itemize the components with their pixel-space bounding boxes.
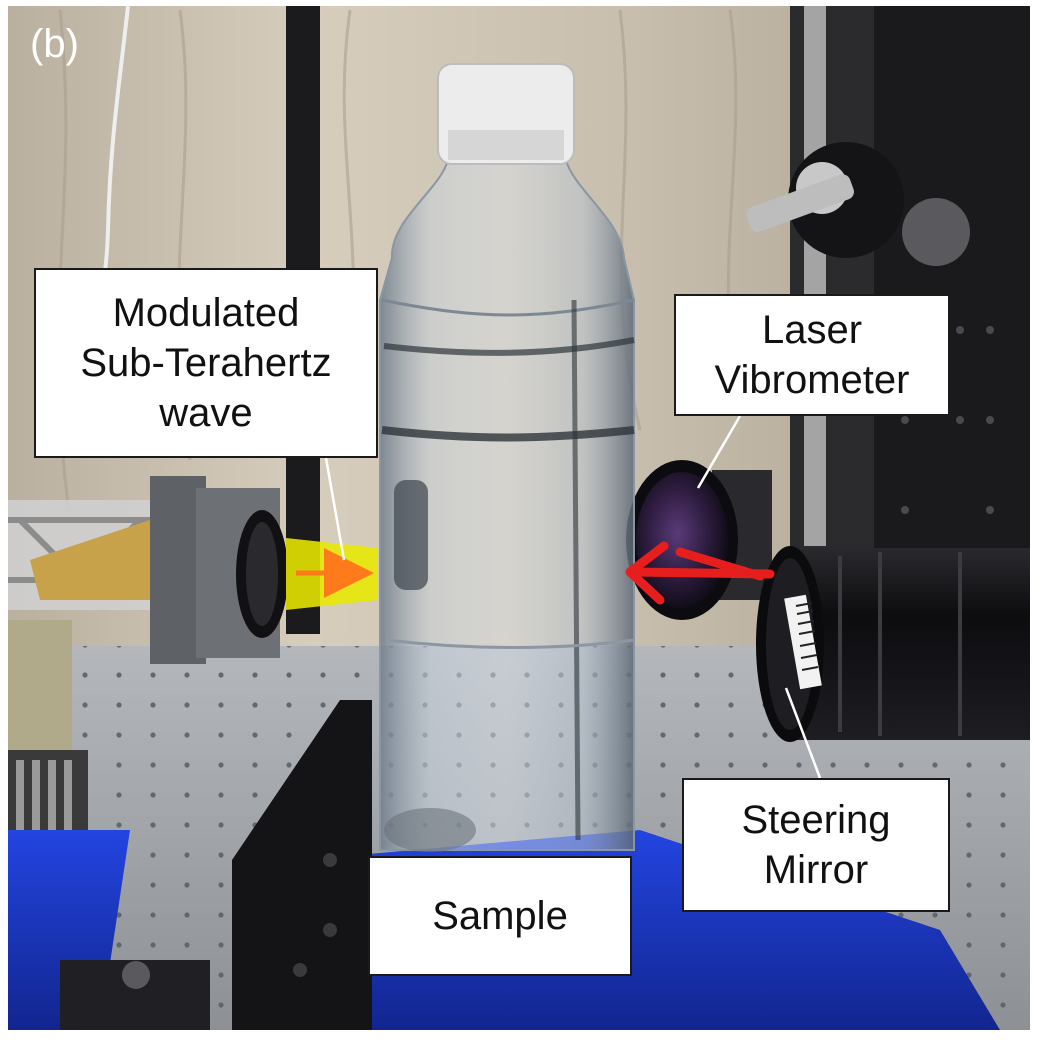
sample-callout: Sample: [368, 856, 632, 976]
leader-lines: [324, 415, 822, 779]
water-bottle: [379, 63, 635, 852]
steering-mirror-callout: Steering Mirror: [682, 778, 950, 912]
thz-source: [8, 476, 288, 664]
laser-vibrometer: [756, 546, 1030, 742]
sample-bracket: [232, 700, 372, 1030]
panel-label: (b): [30, 22, 79, 66]
modulated-wave-line3: wave: [159, 391, 253, 435]
sample-line1: Sample: [432, 894, 568, 938]
modulated-wave-callout: Modulated Sub-Terahertz wave: [34, 268, 378, 458]
laser-vibrometer-line2: Vibrometer: [714, 358, 910, 402]
modulated-wave-line2: Sub-Terahertz: [80, 341, 332, 385]
modulated-wave-line1: Modulated: [112, 291, 300, 335]
laser-vibrometer-line1: Laser: [761, 308, 863, 352]
steering-mirror-line1: Steering: [741, 798, 891, 842]
laser-beam-arrows: [625, 541, 775, 605]
laser-vibrometer-callout: Laser Vibrometer: [674, 294, 950, 416]
rail: [804, 6, 826, 546]
steering-mirror-line2: Mirror: [763, 848, 869, 892]
